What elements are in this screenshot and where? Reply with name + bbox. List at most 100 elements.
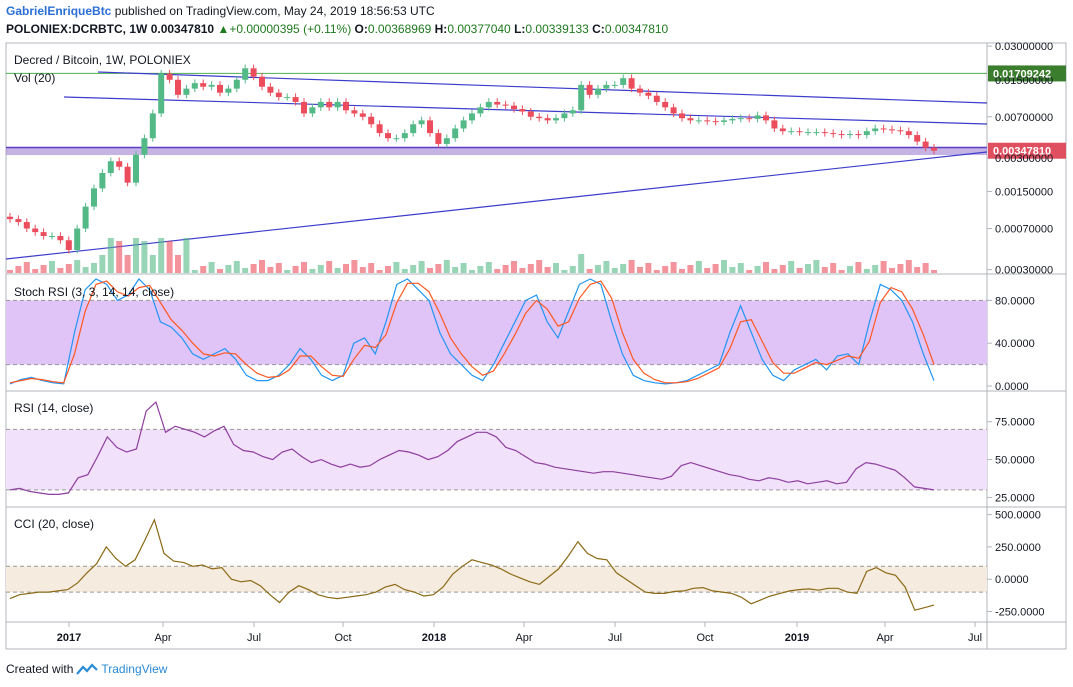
candle-body — [74, 228, 81, 250]
tradingview-brand[interactable]: TradingView — [101, 662, 168, 676]
candle-body — [225, 88, 232, 93]
volume-bar — [393, 262, 400, 273]
candle-body — [611, 84, 618, 86]
candle-body — [443, 138, 450, 144]
volume-bar — [813, 260, 820, 273]
candle-body — [99, 172, 106, 189]
indicator-tick-label: 75.0000 — [995, 417, 1035, 429]
price-tick-label: 0.03000000 — [995, 41, 1053, 53]
volume-bar — [317, 265, 324, 273]
volume-bar — [208, 262, 215, 273]
candle-body — [267, 86, 274, 93]
candle-body — [141, 138, 148, 155]
price-tick-label: 0.00150000 — [995, 187, 1053, 199]
candle-body — [301, 101, 307, 114]
candle-body — [166, 73, 173, 80]
volume-bar — [65, 264, 72, 273]
resistance-trendline-lower — [63, 96, 988, 125]
time-tick-label: Apr — [876, 632, 893, 644]
author-name[interactable]: GabrielEnriqueBtc — [6, 4, 112, 18]
time-tick-label: Jul — [968, 632, 982, 644]
volume-bar — [494, 269, 501, 273]
volume-bar — [628, 260, 635, 273]
price-tick-label: 0.00030000 — [995, 265, 1053, 277]
volume-bar — [191, 270, 198, 273]
tradingview-logo-icon — [76, 663, 99, 675]
candle-body — [679, 113, 685, 119]
volume-bar — [637, 267, 643, 273]
volume-bar — [662, 266, 669, 273]
volume-bar — [687, 265, 694, 273]
candle-body — [863, 131, 870, 136]
candle-body — [175, 79, 181, 95]
candle-body — [821, 132, 828, 134]
candle-body — [107, 161, 114, 173]
volume-bar — [267, 267, 274, 273]
candle-body — [309, 107, 316, 114]
price-change: +0.00000395 (+0.11%) — [229, 22, 352, 36]
volume-bar — [40, 265, 47, 273]
volume-bar — [175, 255, 181, 273]
volume-bar — [931, 270, 937, 273]
indicator-tick-label: 0.0000 — [995, 574, 1029, 586]
support-zone — [6, 147, 987, 156]
volume-bar — [385, 266, 391, 273]
candle-body — [469, 113, 475, 121]
volume-bar — [645, 263, 652, 273]
low-label: L: — [514, 22, 526, 36]
open-value: 0.00368969 — [367, 22, 432, 36]
volume-bar — [771, 269, 778, 273]
candle-body — [410, 124, 417, 134]
volume-bar — [838, 270, 845, 273]
candle-body — [880, 128, 887, 130]
candle-body — [847, 134, 853, 136]
volume-bar — [418, 261, 425, 273]
candle-body — [418, 120, 425, 125]
price-tick-label: 0.01500000 — [995, 75, 1053, 87]
volume-bar — [82, 267, 89, 273]
candle-body — [771, 120, 778, 129]
candle-body — [855, 134, 862, 136]
candle-body — [653, 95, 660, 102]
volume-bar — [737, 263, 744, 273]
volume-bar — [914, 267, 921, 273]
candle-body — [275, 92, 282, 98]
series-marks — [5, 64, 1066, 611]
candle-body — [897, 130, 904, 132]
indicator-tick-label: -250.0000 — [995, 607, 1045, 619]
candle-body — [15, 219, 22, 223]
volume-bar — [166, 241, 173, 273]
close-label: C: — [592, 22, 605, 36]
candle-body — [712, 121, 719, 123]
candle-body — [561, 113, 568, 119]
candle-body — [158, 73, 165, 114]
candle-body — [351, 110, 358, 114]
candle-body — [393, 138, 400, 140]
candle-body — [502, 104, 509, 106]
indicator-tick-label: 250.0000 — [995, 542, 1041, 554]
time-tick-label: Oct — [696, 632, 713, 644]
last-price-label: 0.00347810 — [993, 146, 1051, 158]
header-line-1: GabrielEnriqueBtc published on TradingVi… — [6, 4, 435, 18]
volume-bar — [401, 269, 408, 273]
candle-body — [527, 111, 534, 117]
volume-bar — [200, 266, 207, 273]
last-price-label-bg — [988, 142, 1066, 159]
price-tick-label: 0.00300000 — [995, 153, 1053, 165]
volume-bar — [133, 238, 139, 273]
candle-body — [813, 132, 820, 134]
indicator-band-fill — [6, 300, 987, 365]
volume-bar — [183, 238, 190, 273]
volume-bar — [763, 262, 769, 273]
volume-bar — [469, 270, 475, 273]
candle-body — [485, 101, 492, 108]
candle-body — [578, 84, 585, 111]
volume-bar — [99, 255, 106, 273]
indicator-tick-label: 80.0000 — [995, 295, 1035, 307]
candle-body — [670, 107, 677, 114]
time-tick-label: 2019 — [785, 632, 809, 644]
volume-bar — [519, 268, 526, 273]
candle-body — [637, 88, 643, 93]
candle-body — [460, 120, 467, 129]
